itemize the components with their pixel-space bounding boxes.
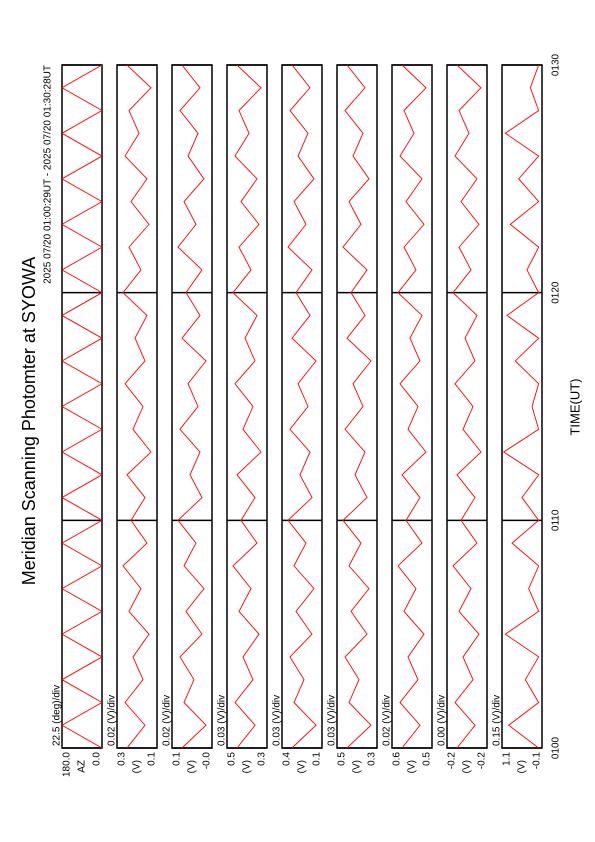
y-tick-label: 0.3	[117, 752, 128, 766]
scale-label: 0.02 (V)/div	[382, 695, 393, 746]
x-tick-label: 0100	[551, 736, 562, 759]
y-tick-label: 0.4	[282, 752, 293, 766]
channel-label: (V)	[297, 760, 308, 773]
signal-line	[62, 65, 102, 748]
y-tick-label: 0.1	[172, 752, 183, 766]
scale-label: 0.00 (V)/div	[437, 695, 448, 746]
y-tick-label: 0.0	[92, 752, 103, 766]
panel-frame	[116, 64, 158, 749]
y-tick-label: -0.2	[447, 752, 458, 770]
channel-label: (V)	[462, 760, 473, 773]
x-axis-label: TIME(UT)	[567, 378, 582, 435]
chart-title: Meridian Scanning Photomter at SYOWA	[19, 257, 39, 585]
scale-label: 0.02 (V)/div	[162, 695, 173, 746]
signal-line	[287, 65, 317, 748]
y-tick-label: 0.3	[367, 752, 378, 766]
channel-label: AZ	[77, 760, 88, 773]
y-tick-label: 0.5	[422, 752, 433, 766]
channel-label: (V)	[242, 760, 253, 773]
y-tick-label: 0.5	[227, 752, 238, 766]
panel-frame	[391, 64, 433, 749]
x-tick-label: 0130	[551, 53, 562, 76]
signal-line	[452, 65, 482, 748]
scale-label: 0.03 (V)/div	[327, 695, 338, 746]
x-tick-label: 0120	[551, 281, 562, 304]
signal-line	[122, 65, 152, 748]
scale-label: 0.03 (V)/div	[217, 695, 228, 746]
y-tick-label: 0.6	[392, 752, 403, 766]
signal-line	[342, 65, 372, 748]
y-tick-label: 1.1	[502, 752, 513, 766]
panel-frame	[171, 64, 213, 749]
scale-label: 22.5 (deg)/div	[52, 685, 63, 746]
y-tick-label: -0.1	[532, 752, 543, 770]
rotated-plot: Meridian Scanning Photomter at SYOWA 202…	[19, 53, 583, 777]
y-tick-label: 0.1	[312, 752, 323, 766]
x-tick-label: 0110	[551, 509, 562, 531]
channel-label: (V)	[517, 760, 528, 773]
signal-line	[397, 65, 427, 748]
y-tick-label: 0.3	[257, 752, 268, 766]
y-tick-label: -0.0	[202, 752, 213, 770]
panel-frame	[446, 64, 488, 749]
y-tick-label: 0.1	[147, 752, 158, 766]
channel-label: (V)	[352, 760, 363, 773]
panel-frame	[281, 64, 323, 749]
signal-line	[502, 65, 540, 748]
scale-label: 0.02 (V)/div	[107, 695, 118, 746]
panel-frame	[336, 64, 378, 749]
panel-frame	[226, 64, 268, 749]
signal-line	[232, 65, 262, 748]
channel-label: (V)	[132, 760, 143, 773]
scale-label: 0.03 (V)/div	[272, 695, 283, 746]
y-tick-label: -0.2	[477, 752, 488, 770]
channel-label: (V)	[187, 760, 198, 773]
channel-label: (V)	[407, 760, 418, 773]
time-range: 2025 07/20 01:00:29UT - 2025 07/20 01:30…	[43, 65, 54, 284]
signal-line	[177, 65, 207, 748]
y-tick-label: 180.0	[62, 752, 73, 777]
y-tick-label: 0.5	[337, 752, 348, 766]
scale-label: 0.15 (V)/div	[492, 695, 503, 746]
